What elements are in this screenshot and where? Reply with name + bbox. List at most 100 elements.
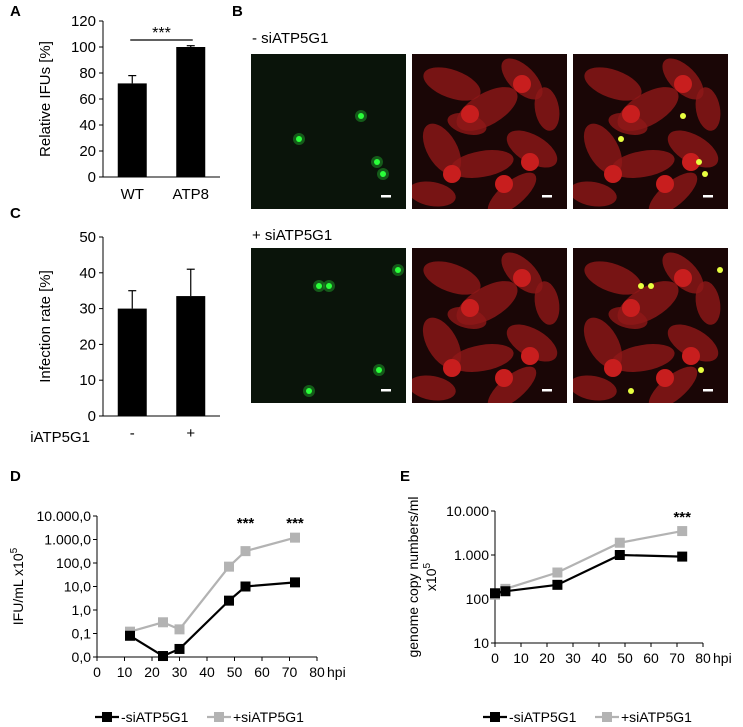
cell-body xyxy=(487,366,537,403)
y-axis-label2-text: x10 xyxy=(423,568,439,591)
cell-nucleus xyxy=(656,175,674,193)
x-tick-label: 40 xyxy=(199,664,215,680)
inclusion-spot xyxy=(648,283,654,289)
bar xyxy=(176,47,206,177)
inclusion-spot xyxy=(326,283,332,289)
bar xyxy=(117,83,147,177)
legend-marker xyxy=(214,712,224,722)
x-tick-label: 20 xyxy=(539,650,555,666)
y-tick-label: 100 xyxy=(466,591,490,607)
cell-body xyxy=(584,261,642,295)
cell-nucleus xyxy=(495,369,513,387)
cell-body xyxy=(487,172,537,209)
cell-body xyxy=(667,130,719,168)
y-tick-label: 10 xyxy=(473,635,489,651)
x-tick-label: + xyxy=(186,425,195,442)
micrograph-merge-minus xyxy=(573,54,728,209)
x-tick-label: WT xyxy=(121,186,144,203)
cell-body xyxy=(422,317,462,369)
data-point xyxy=(125,630,135,641)
cell-nucleus xyxy=(682,347,700,365)
y-tick-label: 1.000,0 xyxy=(44,532,91,548)
chart-a-relative-ifus: 0 20 40 60 80 100 120 WT ATP8 Relative IFUs [%] **… xyxy=(37,13,220,203)
cell-nucleus xyxy=(521,347,539,365)
y-tick-label: 10.000,0 xyxy=(37,508,92,524)
y-tick-label: 20 xyxy=(79,336,96,353)
inclusion-spot xyxy=(306,388,312,394)
legend-label: +siATP5G1 xyxy=(621,709,692,725)
y-tick-label: 10 xyxy=(79,372,96,389)
y-tick-label: 20 xyxy=(79,143,96,160)
micrograph-red-minus xyxy=(412,54,567,209)
microscopy-row1-label: - siATP5G1 xyxy=(252,30,329,47)
inclusion-spot xyxy=(698,367,704,373)
y-tick-label: 0 xyxy=(88,169,96,186)
x-tick-label: 30 xyxy=(565,650,581,666)
y-tick-label: 100 xyxy=(71,39,96,56)
inclusion-spot xyxy=(358,113,364,119)
cell-nucleus xyxy=(622,299,640,317)
data-point xyxy=(677,551,688,562)
inclusion-spot xyxy=(628,388,634,394)
y-tick-label: 0 xyxy=(88,408,96,425)
data-point xyxy=(174,643,185,654)
micrograph-green-plus xyxy=(251,248,406,403)
micrograph-merge-plus xyxy=(573,248,728,403)
micrograph-background xyxy=(251,54,406,209)
inclusion-spot xyxy=(680,113,686,119)
cell-body xyxy=(611,150,675,178)
significance-label: *** xyxy=(286,515,304,532)
data-point xyxy=(158,651,168,662)
cell-nucleus xyxy=(674,269,692,287)
x-tick-label: 50 xyxy=(227,664,243,680)
y-tick-label: 0,1 xyxy=(72,626,92,642)
x-tick-label: 0 xyxy=(491,650,499,666)
cell-nucleus xyxy=(495,175,513,193)
cell-body xyxy=(583,123,623,175)
x-tick-label: 0 xyxy=(93,664,101,680)
cell-nucleus xyxy=(443,165,461,183)
y-tick-label: 0,0 xyxy=(72,649,92,665)
inclusion-spot xyxy=(376,367,382,373)
cell-nucleus xyxy=(461,105,479,123)
legend-marker xyxy=(602,712,612,722)
data-point xyxy=(240,546,251,557)
cell-body xyxy=(667,324,719,362)
panel-label-e: E xyxy=(400,468,411,485)
series-line xyxy=(494,553,683,595)
y-axis-label: Relative IFUs [%] xyxy=(37,41,54,157)
x-tick-label: - xyxy=(130,425,135,442)
cell-body xyxy=(695,281,721,325)
cell-body xyxy=(583,317,623,369)
x-tick-label: 80 xyxy=(695,650,711,666)
cell-nucleus xyxy=(461,299,479,317)
data-point xyxy=(174,624,185,635)
y-axis-label-superscript: 5 xyxy=(422,562,433,568)
data-point xyxy=(614,550,625,560)
data-point xyxy=(158,617,168,628)
cell-body xyxy=(506,324,558,362)
inclusion-spot xyxy=(638,283,644,289)
inclusion-spot xyxy=(296,136,302,142)
cell-body xyxy=(450,150,514,178)
cell-body xyxy=(648,172,698,209)
inclusion-spot xyxy=(717,267,723,273)
x-tick-label: 50 xyxy=(617,650,633,666)
x-tick-label: 60 xyxy=(643,650,659,666)
y-tick-label: 40 xyxy=(79,117,96,134)
x-axis-label: siATP5G1 xyxy=(30,429,90,446)
y-axis-label: genome copy numbers/ml xyxy=(405,496,421,657)
cell-body xyxy=(573,375,617,401)
cell-body xyxy=(450,344,514,372)
cell-nucleus xyxy=(521,153,539,171)
cell-body xyxy=(534,281,560,325)
x-tick-label: 10 xyxy=(117,664,133,680)
cell-body xyxy=(423,67,481,101)
data-point xyxy=(224,595,234,606)
x-tick-label: 60 xyxy=(254,664,270,680)
y-tick-label: 60 xyxy=(79,91,96,108)
cell-body xyxy=(695,87,721,131)
legend-marker xyxy=(490,712,500,722)
series-line xyxy=(494,529,683,596)
x-tick-label: 10 xyxy=(513,650,529,666)
